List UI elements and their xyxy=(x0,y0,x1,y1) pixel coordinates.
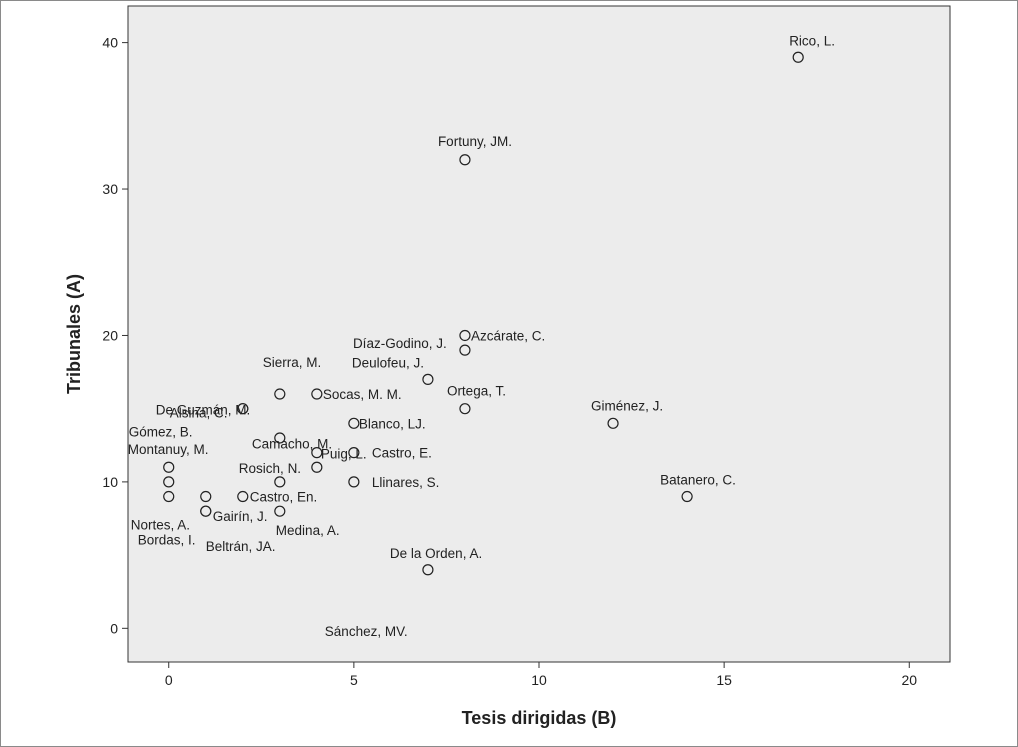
data-point xyxy=(459,329,471,342)
y-tick-label: 40 xyxy=(102,35,118,51)
data-label: Rico, L. xyxy=(789,33,835,48)
data-point xyxy=(422,373,434,385)
data-label: Castro, E. xyxy=(372,446,432,461)
data-point xyxy=(459,403,471,415)
data-points xyxy=(163,51,804,576)
data-label: Medina, A. xyxy=(276,523,340,538)
data-label: Rosich, N. xyxy=(239,461,301,476)
data-point xyxy=(237,490,249,503)
x-tick-label: 20 xyxy=(901,672,917,688)
data-labels: Rico, L. Fortuny, JM. Azcárate, C. Díaz-God… xyxy=(128,33,835,639)
y-tick-label: 30 xyxy=(102,181,118,197)
data-point xyxy=(459,344,471,356)
data-point xyxy=(200,505,212,517)
data-point xyxy=(163,461,175,473)
y-tick-label: 20 xyxy=(102,327,118,343)
data-point xyxy=(200,490,212,503)
data-point xyxy=(348,476,360,488)
y-tick-label: 10 xyxy=(102,474,118,490)
data-label: Llinares, S. xyxy=(372,475,440,490)
x-tick-label: 0 xyxy=(165,672,173,688)
data-label: Nortes, A. xyxy=(131,518,190,533)
data-point xyxy=(422,564,434,576)
data-label: Gómez, B. xyxy=(129,424,193,439)
data-label: Gairín, J. xyxy=(213,509,268,524)
data-label: Azcárate, C. xyxy=(471,328,545,343)
data-label: Deulofeu, J. xyxy=(352,355,424,370)
x-tick-label: 5 xyxy=(350,672,358,688)
data-point xyxy=(311,447,323,459)
x-tick-label: 10 xyxy=(531,672,547,688)
data-point xyxy=(274,476,286,488)
data-label: Puig, L. xyxy=(321,446,367,461)
x-tick-label: 15 xyxy=(716,672,732,688)
data-point xyxy=(607,417,619,429)
data-label: Batanero, C. xyxy=(660,473,736,488)
data-point xyxy=(163,490,175,503)
data-label: Alsina, C. xyxy=(170,406,228,421)
x-axis: 0 5 10 15 20 xyxy=(165,662,917,688)
data-point xyxy=(274,432,286,444)
data-point xyxy=(459,154,471,166)
data-label: De la Orden, A. xyxy=(390,546,482,561)
data-point xyxy=(274,505,286,517)
data-point xyxy=(163,476,175,488)
data-point xyxy=(237,403,249,415)
data-point xyxy=(274,388,286,400)
data-point xyxy=(681,490,693,503)
x-axis-title: Tesis dirigidas (B) xyxy=(462,708,617,728)
data-point xyxy=(792,51,804,63)
data-label: Ortega, T. xyxy=(447,384,506,399)
y-axis: 0 10 20 30 40 xyxy=(102,35,128,636)
data-label: Beltrán, JA. xyxy=(206,539,276,554)
data-label: Sánchez, MV. xyxy=(325,624,408,639)
data-label: De Guzmán, M. xyxy=(156,403,251,418)
data-label: Sierra, M. xyxy=(263,355,322,370)
y-axis-title: Tribunales (A) xyxy=(64,274,84,394)
data-point xyxy=(311,461,323,473)
data-label: Castro, En. xyxy=(250,490,318,505)
data-label: Díaz-Godino, J. xyxy=(353,336,447,351)
data-label: Bordas, I. xyxy=(138,533,196,548)
data-point xyxy=(348,417,360,429)
data-label: Montanuy, M. xyxy=(128,442,209,457)
data-point xyxy=(311,388,323,400)
data-label: Blanco, LJ. xyxy=(359,416,426,431)
data-label: Socas, M. M. xyxy=(323,387,402,402)
data-label: Giménez, J. xyxy=(591,398,663,413)
y-tick-label: 0 xyxy=(110,620,118,636)
data-point xyxy=(348,447,360,459)
data-label: Fortuny, JM. xyxy=(438,134,512,149)
data-label: Camacho, M. xyxy=(252,437,332,452)
plot-area xyxy=(127,5,951,663)
